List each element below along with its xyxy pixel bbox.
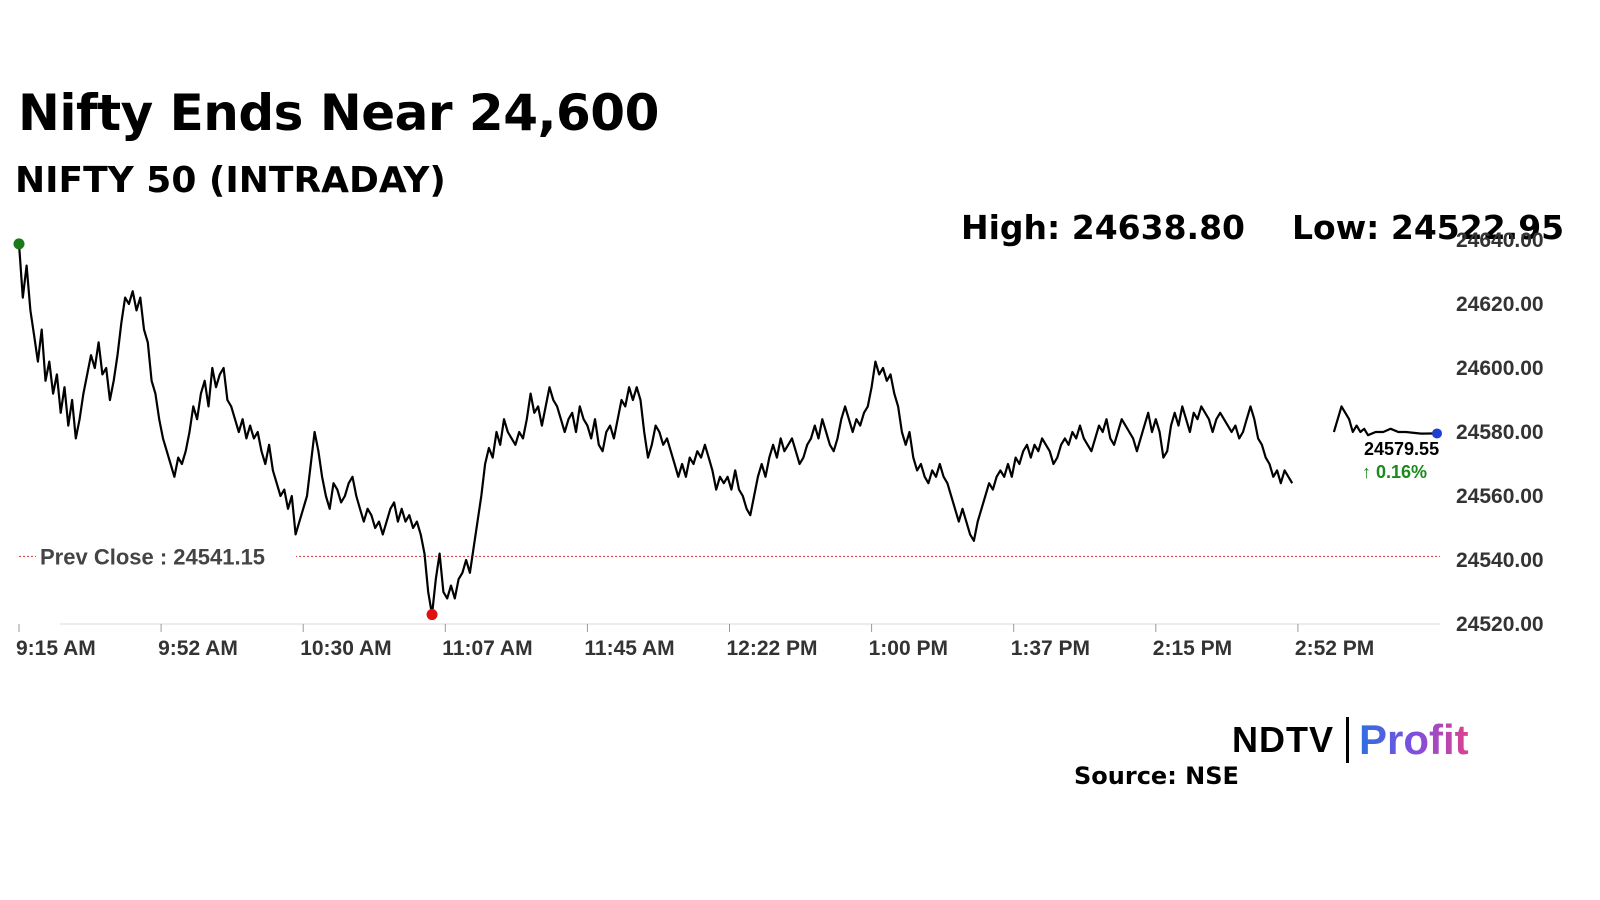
high-point-marker xyxy=(13,238,25,250)
logo-divider xyxy=(1346,717,1349,763)
x-tick-label: 2:52 PM xyxy=(1295,637,1374,660)
low-stat: Low: 24522.95 xyxy=(1292,208,1565,247)
axis-layer: 24640.00 24620.00 24600.00 24580.00 24560.00… xyxy=(16,229,1544,660)
source-note: Source: NSE xyxy=(1074,762,1239,790)
x-tick-label: 9:15 AM xyxy=(16,637,96,660)
x-tick-label: 1:00 PM xyxy=(869,637,948,660)
x-tick-label: 9:52 AM xyxy=(158,637,238,660)
ndtv-profit-logo: NDTV Profit xyxy=(1232,712,1469,768)
x-tick-label: 10:30 AM xyxy=(300,637,391,660)
last-change-label: ↑ 0.16% xyxy=(1362,462,1427,482)
y-tick-label: 24540.00 xyxy=(1456,549,1544,572)
y-tick-label: 24520.00 xyxy=(1456,613,1544,636)
label-layer: 24579.55 ↑ 0.16% xyxy=(1362,439,1439,482)
last-value-label: 24579.55 xyxy=(1364,439,1439,459)
prev-close-label: Prev Close : 24541.15 xyxy=(40,544,265,569)
x-tick-label: 11:45 AM xyxy=(584,637,674,660)
prev-close-layer: Prev Close : 24541.15 xyxy=(19,540,1440,571)
y-tick-label: 24600.00 xyxy=(1456,357,1544,380)
profit-logo-text: Profit xyxy=(1359,716,1469,763)
last-point-marker xyxy=(1432,428,1442,439)
y-tick-label: 24620.00 xyxy=(1456,293,1544,316)
y-tick-label: 24640.00 xyxy=(1456,229,1544,252)
y-tick-label: 24560.00 xyxy=(1456,485,1544,508)
x-tick-label: 12:22 PM xyxy=(727,637,818,660)
x-tick-label: 1:37 PM xyxy=(1011,637,1090,660)
low-point-marker xyxy=(426,609,438,621)
price-line-layer xyxy=(17,243,1441,616)
price-series-line xyxy=(17,243,1294,616)
ndtv-logo-text: NDTV xyxy=(1232,719,1334,760)
high-stat: High: 24638.80 xyxy=(961,208,1245,247)
chart-headline: Nifty Ends Near 24,600 xyxy=(18,84,659,142)
x-tick-label: 2:15 PM xyxy=(1153,637,1232,660)
x-tick-label: 11:07 AM xyxy=(442,637,532,660)
marker-layer xyxy=(13,238,1442,621)
prev-close-label-bg xyxy=(36,540,296,571)
price-series-line xyxy=(1332,405,1441,437)
chart-subtitle: NIFTY 50 (INTRADAY) xyxy=(15,160,446,201)
y-tick-label: 24580.00 xyxy=(1456,421,1544,444)
